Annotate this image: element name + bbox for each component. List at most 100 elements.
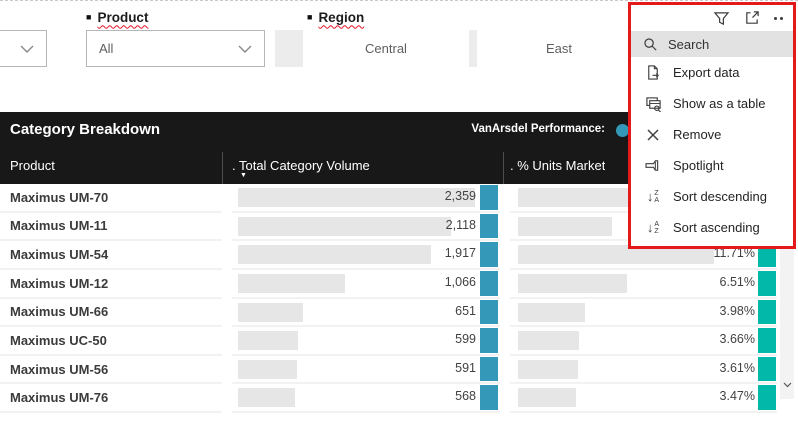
- volume-cell[interactable]: 591: [232, 355, 500, 385]
- pct-cell[interactable]: 6.51%: [510, 269, 777, 299]
- visual-title: Category Breakdown: [10, 121, 161, 138]
- filter-label-text: Product: [97, 9, 149, 25]
- chevron-down-icon: [238, 45, 252, 53]
- volume-data-bar: [238, 302, 303, 322]
- menu-item-sort-descending[interactable]: ↓ Z A Sort descending: [631, 181, 793, 212]
- volume-cell[interactable]: 1,066: [232, 269, 500, 299]
- column-gap: [500, 356, 510, 385]
- column-gap: [500, 184, 510, 213]
- region-slicer: Central East: [275, 30, 660, 67]
- pct-data-bar: [518, 331, 579, 351]
- focus-mode-icon[interactable]: [744, 10, 760, 26]
- column-gap: [500, 327, 510, 356]
- menu-search[interactable]: Search: [631, 31, 793, 57]
- volume-accent-square: [480, 270, 498, 296]
- menu-item-label: Spotlight: [673, 158, 724, 173]
- pct-data-bar: [518, 388, 576, 408]
- chevron-down-icon: [783, 382, 791, 388]
- product-cell[interactable]: Maximus UM-54: [0, 241, 222, 270]
- table-row[interactable]: Maximus UM-12 1,066 6.51%: [0, 269, 777, 299]
- scroll-down-button[interactable]: [781, 379, 793, 391]
- table-row[interactable]: Maximus UM-56 591 3.61%: [0, 355, 777, 385]
- pct-value: 3.66%: [719, 332, 755, 347]
- menu-item-label: Show as a table: [673, 96, 766, 111]
- menu-item-label: Sort ascending: [673, 220, 760, 235]
- export-data-icon: [643, 64, 663, 81]
- pct-cell[interactable]: 3.61%: [510, 355, 777, 385]
- sort-descending-icon: ↓ Z A: [646, 189, 660, 204]
- search-label: Search: [668, 36, 710, 52]
- volume-value: 568: [455, 389, 476, 404]
- volume-cell[interactable]: 1,917: [232, 241, 500, 270]
- volume-cell[interactable]: 651: [232, 298, 500, 328]
- more-options-icon[interactable]: [774, 16, 783, 20]
- column-gap: [222, 184, 232, 213]
- menu-item-export-data[interactable]: Export data: [631, 57, 793, 88]
- pct-cell[interactable]: 3.98%: [510, 298, 777, 328]
- volume-cell[interactable]: 568: [232, 384, 500, 413]
- pct-accent-square: [758, 328, 776, 353]
- volume-data-bar: [238, 359, 297, 379]
- sort-indicator-icon: ▼: [240, 172, 247, 179]
- region-filter-label: ■ Region: [307, 7, 364, 27]
- pct-accent-square: [758, 356, 776, 382]
- product-cell[interactable]: Maximus UM-12: [0, 269, 222, 299]
- menu-item-spotlight[interactable]: Spotlight: [631, 150, 793, 181]
- column-gap: [500, 270, 510, 299]
- filter-label-text: Region: [318, 9, 365, 25]
- field-square-icon: ■: [86, 12, 92, 22]
- volume-value: 599: [455, 332, 476, 347]
- volume-data-bar: [238, 245, 431, 265]
- column-gap: [222, 384, 232, 413]
- product-dropdown-value: All: [99, 41, 114, 56]
- volume-cell[interactable]: 2,359: [232, 184, 500, 213]
- volume-data-bar: [238, 273, 345, 293]
- pct-cell[interactable]: 3.66%: [510, 327, 777, 356]
- column-header-volume[interactable]: . Total Category Volume: [232, 158, 370, 173]
- category-breakdown-visual: Category Breakdown VanArsdel Performance…: [0, 112, 779, 414]
- volume-cell[interactable]: 2,118: [232, 212, 500, 242]
- region-option-central[interactable]: Central: [303, 30, 469, 67]
- pct-data-bar: [518, 359, 578, 379]
- pct-value: 3.98%: [719, 303, 755, 318]
- column-header-product[interactable]: Product: [10, 158, 55, 173]
- filter-icon[interactable]: [713, 11, 730, 26]
- pct-value: 3.61%: [719, 360, 755, 375]
- pct-accent-square: [758, 299, 776, 325]
- column-gap: [222, 327, 232, 356]
- volume-accent-square: [480, 299, 498, 325]
- product-cell[interactable]: Maximus UM-11: [0, 212, 222, 242]
- field-square-icon: ■: [307, 12, 313, 22]
- sort-ascending-icon: ↓ A Z: [646, 220, 660, 235]
- product-dropdown[interactable]: All: [86, 30, 265, 67]
- chevron-down-icon: [20, 45, 34, 53]
- region-option-east[interactable]: East: [477, 30, 641, 67]
- volume-cell[interactable]: 599: [232, 327, 500, 356]
- volume-value: 2,359: [444, 189, 476, 203]
- table-row[interactable]: Maximus UM-66 651 3.98%: [0, 298, 777, 328]
- product-cell[interactable]: Maximus UM-76: [0, 384, 222, 413]
- volume-value: 2,118: [445, 217, 476, 232]
- column-header-pct[interactable]: . % Units Market: [510, 158, 606, 173]
- product-cell[interactable]: Maximus UC-50: [0, 327, 222, 356]
- volume-value: 591: [455, 360, 476, 375]
- table-row[interactable]: Maximus UM-70 2,359: [0, 184, 777, 213]
- pct-data-bar: [518, 273, 627, 293]
- product-cell[interactable]: Maximus UM-66: [0, 298, 222, 328]
- menu-item-sort-ascending[interactable]: ↓ A Z Sort ascending: [631, 212, 793, 243]
- table-row[interactable]: Maximus UM-76 568 3.47%: [0, 384, 777, 413]
- table-row[interactable]: Maximus UC-50 599 3.66%: [0, 327, 777, 356]
- volume-value: 1,917: [444, 246, 476, 261]
- column-gap: [500, 299, 510, 328]
- column-gap: [222, 270, 232, 299]
- partial-dropdown[interactable]: [0, 30, 47, 67]
- menu-item-label: Sort descending: [673, 189, 767, 204]
- product-cell[interactable]: Maximus UM-70: [0, 184, 222, 213]
- menu-item-remove[interactable]: Remove: [631, 119, 793, 150]
- product-cell[interactable]: Maximus UM-56: [0, 355, 222, 385]
- menu-item-show-as-a-table[interactable]: Show as a table: [631, 88, 793, 119]
- volume-accent-square: [480, 242, 498, 267]
- column-gap: [500, 241, 510, 270]
- pct-cell[interactable]: 3.47%: [510, 384, 777, 413]
- volume-accent-square: [480, 385, 498, 410]
